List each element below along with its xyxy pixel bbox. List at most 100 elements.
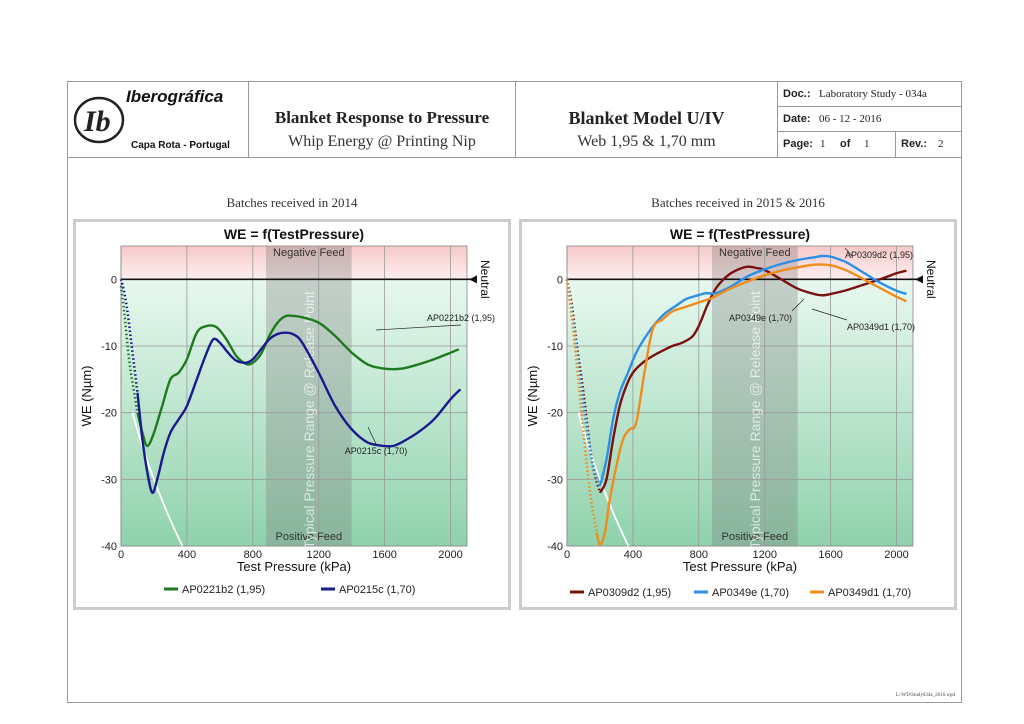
series-line bbox=[595, 263, 907, 546]
model-title: Blanket Model U/IV bbox=[568, 108, 725, 128]
series-callout-label: AP0349e (1,70) bbox=[729, 313, 792, 323]
doc-value: Laboratory Study - 034a bbox=[819, 88, 927, 100]
series-line bbox=[136, 331, 462, 494]
of-value: 1 bbox=[864, 138, 870, 150]
x-tick-label: 800 bbox=[244, 549, 262, 561]
reference-trace bbox=[131, 412, 184, 547]
doc-label: Doc.: bbox=[783, 88, 811, 100]
logo-brand: Iberográfica bbox=[126, 87, 223, 106]
x-tick-label: 0 bbox=[118, 549, 124, 561]
series-line-start bbox=[565, 279, 598, 533]
x-tick-label: 1600 bbox=[372, 549, 396, 561]
chart-title: WE = f(TestPressure) bbox=[670, 226, 810, 242]
legend-entry: AP0215c (1,70) bbox=[339, 584, 415, 596]
title-block-right: Blanket Model U/IV Web 1,95 & 1,70 mm bbox=[516, 82, 778, 157]
pressure-range-band bbox=[711, 246, 798, 546]
y-tick-label: -10 bbox=[101, 341, 117, 353]
plot-border bbox=[566, 245, 914, 547]
positive-feed-label: Positive Feed bbox=[722, 531, 789, 543]
series-line bbox=[598, 265, 907, 494]
neutral-arrow-icon bbox=[915, 275, 923, 284]
negative-feed-zone bbox=[121, 246, 467, 280]
series-callout-leader bbox=[791, 298, 805, 312]
x-tick-label: 1200 bbox=[306, 549, 330, 561]
report-title: Blanket Response to Pressure bbox=[274, 108, 490, 127]
chart-panel-left: WE = f(TestPressure) 0 400 800 1200 1600 2000 0… bbox=[73, 219, 511, 610]
page-row: Page: 1 of 1 Rev.: 2 bbox=[778, 132, 962, 157]
y-tick-label: 0 bbox=[111, 274, 117, 286]
y-tick-label: -20 bbox=[101, 408, 117, 420]
legend-entry: AP0349d1 (1,70) bbox=[828, 587, 911, 599]
pressure-range-label: Typical Pressure Range @ Release Point bbox=[301, 291, 317, 549]
negative-feed-label: Negative Feed bbox=[719, 247, 791, 259]
neutral-arrow-icon bbox=[469, 275, 477, 284]
of-label: of bbox=[840, 138, 851, 150]
x-tick-label: 800 bbox=[690, 549, 708, 561]
series-callout-label: AP0221b2 (1,95) bbox=[427, 313, 495, 323]
page-label: Page: bbox=[783, 138, 813, 150]
chart-panel-right: WE = f(TestPressure) 0 400 800 1200 1600 2000 0… bbox=[519, 219, 957, 610]
y-tick-label: -30 bbox=[101, 474, 117, 486]
chart-title: WE = f(TestPressure) bbox=[224, 226, 364, 242]
logo-block: Ib Iberográfica Capa Rota - Portugal bbox=[68, 82, 249, 157]
logo-mark: Ib bbox=[83, 105, 111, 138]
y-axis-label: WE (Nµm) bbox=[525, 366, 540, 427]
pressure-range-label: Typical Pressure Range @ Release Point bbox=[747, 291, 763, 549]
series-callout-leader bbox=[811, 308, 848, 321]
x-tick-label: 2000 bbox=[438, 549, 462, 561]
x-axis-label: Test Pressure (kPa) bbox=[683, 559, 797, 574]
series-line bbox=[598, 254, 907, 487]
caption-left: Batches received in 2014 bbox=[226, 195, 358, 210]
rev-label: Rev.: bbox=[901, 138, 928, 150]
series-line-start bbox=[565, 279, 602, 487]
page-frame: Ib Iberográfica Capa Rota - Portugal Bla… bbox=[67, 81, 962, 703]
title-block-left: Blanket Response to Pressure Whip Energy… bbox=[249, 82, 516, 157]
y-tick-label: -10 bbox=[547, 341, 563, 353]
legend-entry: AP0221b2 (1,95) bbox=[182, 584, 265, 596]
x-tick-label: 0 bbox=[564, 549, 570, 561]
logo-location: Capa Rota - Portugal bbox=[131, 140, 230, 151]
rev-value: 2 bbox=[938, 138, 944, 150]
y-tick-label: -20 bbox=[547, 408, 563, 420]
meta-block: Doc.: Laboratory Study - 034a Date: 06 -… bbox=[778, 82, 962, 157]
chart-2014: WE = f(TestPressure) 0 400 800 1200 1600 2000 0… bbox=[79, 226, 495, 596]
page-value: 1 bbox=[820, 138, 826, 150]
y-axis-label: WE (Nµm) bbox=[79, 366, 94, 427]
caption-right: Batches received in 2015 & 2016 bbox=[651, 195, 825, 210]
series-line-start bbox=[119, 279, 139, 393]
positive-feed-label: Positive Feed bbox=[276, 531, 343, 543]
series-callout-label: AP0349d1 (1,70) bbox=[847, 322, 915, 332]
document-header: Ib Iberográfica Capa Rota - Portugal Bla… bbox=[68, 82, 962, 158]
series-callout-leader bbox=[844, 247, 853, 257]
series-line bbox=[136, 314, 460, 448]
x-tick-label: 400 bbox=[624, 549, 642, 561]
x-axis-label: Test Pressure (kPa) bbox=[237, 559, 351, 574]
series-callout-leader bbox=[367, 426, 377, 445]
y-tick-label: -30 bbox=[547, 474, 563, 486]
series-line-start bbox=[119, 285, 139, 413]
plot-border bbox=[120, 245, 468, 547]
doc-row: Doc.: Laboratory Study - 034a bbox=[778, 82, 962, 107]
legend-entry: AP0349e (1,70) bbox=[712, 587, 789, 599]
neutral-label: Neutral bbox=[478, 260, 492, 299]
y-tick-label: 0 bbox=[557, 274, 563, 286]
series-callout-label: AP0309d2 (1,95) bbox=[845, 250, 913, 260]
y-tick-label: -40 bbox=[101, 541, 117, 553]
company-logo: Ib Iberográfica Capa Rota - Portugal bbox=[73, 87, 230, 151]
chart-2015-2016: WE = f(TestPressure) 0 400 800 1200 1600 2000 0… bbox=[525, 226, 938, 599]
date-row: Date: 06 - 12 - 2016 bbox=[778, 107, 962, 132]
report-subtitle: Whip Energy @ Printing Nip bbox=[288, 133, 476, 150]
x-tick-label: 400 bbox=[178, 549, 196, 561]
date-value: 06 - 12 - 2016 bbox=[819, 113, 882, 125]
series-callout-label: AP0215c (1,70) bbox=[345, 446, 408, 456]
series-callout-leader bbox=[375, 324, 462, 331]
neutral-label: Neutral bbox=[924, 260, 938, 299]
y-tick-label: -40 bbox=[547, 541, 563, 553]
file-path: L:\WD\Study034a_2016.wpd bbox=[895, 693, 955, 698]
x-tick-label: 1600 bbox=[818, 549, 842, 561]
model-subtitle: Web 1,95 & 1,70 mm bbox=[577, 133, 716, 150]
negative-feed-label: Negative Feed bbox=[273, 247, 345, 259]
pressure-range-band bbox=[265, 246, 352, 546]
legend-entry: AP0309d2 (1,95) bbox=[588, 587, 671, 599]
x-tick-label: 1200 bbox=[752, 549, 776, 561]
